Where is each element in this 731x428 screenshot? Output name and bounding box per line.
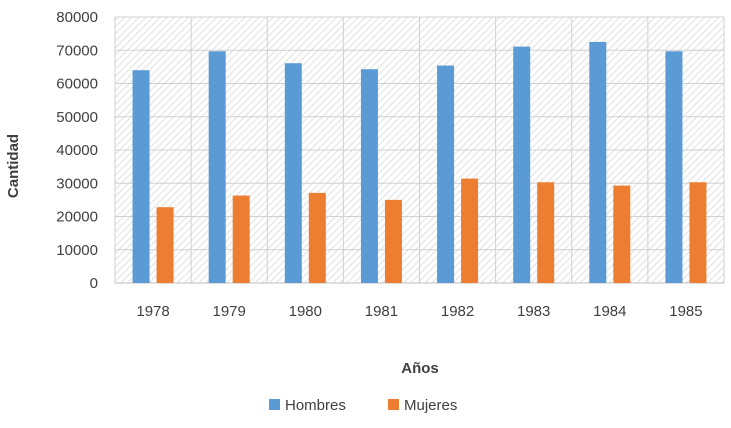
y-tick-label: 0: [90, 275, 98, 292]
bar-hombres-1981: [360, 69, 378, 283]
bars: [132, 41, 707, 284]
bar-hombres-1979: [208, 51, 226, 284]
x-tick-label: 1978: [136, 303, 169, 320]
x-axis-title: Años: [401, 360, 439, 377]
y-tick-label: 60000: [56, 76, 98, 93]
bar-hombres-1980: [284, 63, 302, 283]
y-tick-label: 10000: [56, 242, 98, 259]
bar-hombres-1978: [132, 70, 150, 283]
y-tick-label: 30000: [56, 175, 98, 192]
legend-label-hombres: Hombres: [285, 397, 346, 414]
bar-hombres-1983: [513, 46, 531, 283]
x-tick-label: 1985: [669, 303, 702, 320]
legend-swatch-mujeres: [388, 399, 399, 410]
x-tick-label: 1980: [289, 303, 322, 320]
y-axis-title: Cantidad: [5, 134, 22, 198]
y-tick-label: 50000: [56, 109, 98, 126]
x-tick-label: 1979: [213, 303, 246, 320]
y-tick-label: 70000: [56, 42, 98, 59]
x-tick-label: 1983: [517, 303, 550, 320]
bar-mujeres-1980: [308, 192, 326, 283]
bar-mujeres-1985: [689, 182, 707, 283]
bar-mujeres-1983: [537, 182, 555, 283]
y-tick-label: 80000: [56, 9, 98, 26]
x-tick-label: 1984: [593, 303, 626, 320]
legend-swatch-hombres: [269, 399, 280, 410]
x-tick-label: 1982: [441, 303, 474, 320]
bar-mujeres-1982: [461, 178, 479, 283]
bar-hombres-1985: [665, 51, 683, 284]
legend: Hombres Mujeres: [269, 397, 457, 414]
y-tick-label: 40000: [56, 142, 98, 159]
bar-hombres-1984: [589, 41, 607, 283]
legend-label-mujeres: Mujeres: [404, 397, 457, 414]
bar-mujeres-1978: [156, 207, 174, 283]
y-axis-ticks: 0 10000 20000 30000 40000 50000 60000 70000 8000…: [56, 9, 98, 292]
bar-mujeres-1981: [384, 199, 402, 283]
x-axis-ticks: 1978 1979 1980 1981 1982 1983 1984 1985: [136, 303, 702, 320]
bar-mujeres-1979: [232, 195, 250, 283]
x-tick-label: 1981: [365, 303, 398, 320]
y-tick-label: 20000: [56, 209, 98, 226]
bar-hombres-1982: [437, 65, 455, 283]
bar-mujeres-1984: [613, 185, 631, 283]
